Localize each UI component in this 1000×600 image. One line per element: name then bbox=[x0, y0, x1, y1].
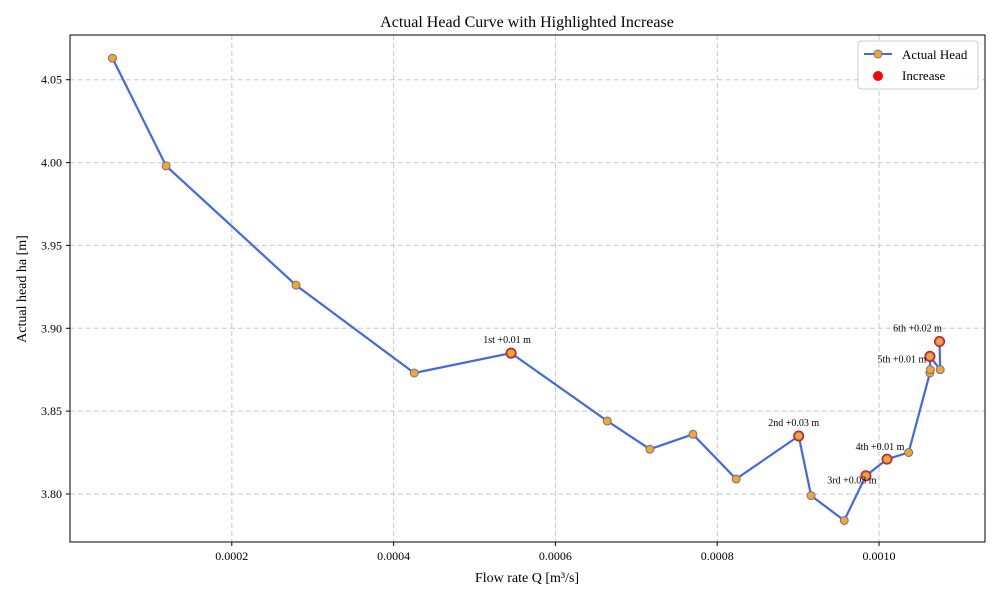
annotation-layer: 1st +0.01 m 2nd +0.03 m 3rd +0.03 m 4th +0.… bbox=[483, 324, 942, 487]
actual-head-point bbox=[935, 365, 945, 375]
actual-head-point bbox=[731, 474, 741, 484]
actual-head-point bbox=[861, 471, 871, 481]
actual-head-point bbox=[839, 515, 849, 525]
y-axis-title: Actual head ha [m] bbox=[15, 235, 30, 343]
x-tick-label: 0.0004 bbox=[377, 549, 410, 563]
increase-annotation: 3rd +0.03 m bbox=[827, 476, 876, 487]
legend-label-increase: Increase bbox=[902, 68, 946, 83]
x-tick-label: 0.0008 bbox=[701, 549, 734, 563]
legend-marker-increase bbox=[873, 71, 883, 81]
x-tick-label: 0.0010 bbox=[863, 549, 896, 563]
data-layer bbox=[107, 53, 946, 525]
tick-layer: 0.0002 0.0004 0.0006 0.0008 0.0010 3.80 3.85 3.… bbox=[41, 73, 896, 563]
actual-head-point bbox=[688, 429, 698, 439]
y-tick-label: 4.05 bbox=[41, 73, 62, 87]
actual-head-point bbox=[291, 280, 301, 290]
actual-head-point bbox=[925, 365, 935, 375]
actual-head-point bbox=[506, 348, 516, 358]
y-tick-label: 3.95 bbox=[41, 238, 62, 252]
actual-head-point bbox=[645, 444, 655, 454]
chart-title: Actual Head Curve with Highlighted Incre… bbox=[380, 14, 674, 31]
increase-annotation: 1st +0.01 m bbox=[483, 335, 531, 346]
increase-annotation: 4th +0.01 m bbox=[856, 442, 905, 453]
increase-annotation: 2nd +0.03 m bbox=[768, 418, 819, 429]
actual-head-point bbox=[107, 53, 117, 63]
legend-marker-actual-head bbox=[873, 49, 883, 59]
y-tick-label: 3.90 bbox=[41, 321, 62, 335]
increase-annotation: 5th +0.01 m bbox=[878, 354, 927, 365]
actual-head-point bbox=[602, 416, 612, 426]
increase-annotation: 6th +0.02 m bbox=[893, 324, 942, 335]
x-axis-title: Flow rate Q [m³/s] bbox=[475, 571, 579, 586]
y-tick-label: 3.80 bbox=[41, 487, 62, 501]
actual-head-point bbox=[161, 161, 171, 171]
actual-head-point bbox=[882, 454, 892, 464]
y-tick-label: 3.85 bbox=[41, 404, 62, 418]
actual-head-point bbox=[904, 448, 914, 458]
actual-head-point bbox=[806, 491, 816, 501]
x-tick-label: 0.0002 bbox=[215, 549, 248, 563]
actual-head-point bbox=[925, 351, 935, 361]
legend: Actual Head Increase bbox=[857, 40, 979, 90]
grid-layer bbox=[70, 35, 985, 542]
actual-head-point bbox=[935, 337, 945, 347]
actual-head-point bbox=[409, 368, 419, 378]
actual-head-point bbox=[794, 431, 804, 441]
x-tick-label: 0.0006 bbox=[539, 549, 572, 563]
legend-label-actual-head: Actual Head bbox=[902, 47, 968, 62]
y-tick-label: 4.00 bbox=[41, 156, 62, 170]
plot-frame bbox=[69, 34, 986, 543]
